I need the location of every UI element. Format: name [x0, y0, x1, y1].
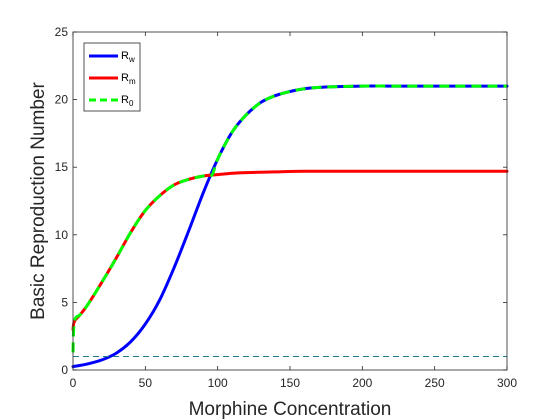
y-tick-label: 5: [61, 295, 68, 309]
x-tick-label: 300: [497, 376, 517, 390]
x-tick-label: 150: [280, 376, 300, 390]
series-layer: [71, 84, 509, 369]
y-tick-label: 20: [55, 93, 69, 107]
x-tick-label: 50: [139, 376, 153, 390]
legend: Rw Rm R0: [83, 42, 141, 112]
series-line-r0: [71, 84, 507, 353]
x-axis-title: Morphine Concentration: [189, 399, 392, 420]
x-tick-label: 100: [208, 376, 228, 390]
legend-label-r0: R0: [121, 94, 134, 108]
x-tick-label: 200: [352, 376, 372, 390]
x-tick-label: 0: [70, 376, 77, 390]
legend-label-rm: Rm: [121, 72, 136, 86]
y-tick-label: 15: [55, 160, 69, 174]
y-tick-label: 25: [55, 25, 69, 39]
x-tick-label: 250: [425, 376, 445, 390]
tick-layer: 0 50 100 150 200 250 300 0 5 10 15 20 25: [55, 25, 518, 390]
y-tick-label: 0: [61, 363, 68, 377]
plot-area: [73, 32, 507, 370]
y-tick-label: 10: [55, 228, 69, 242]
legend-label-rw: Rw: [121, 50, 135, 64]
y-axis-title: Basic Reproduction Number: [28, 82, 49, 320]
